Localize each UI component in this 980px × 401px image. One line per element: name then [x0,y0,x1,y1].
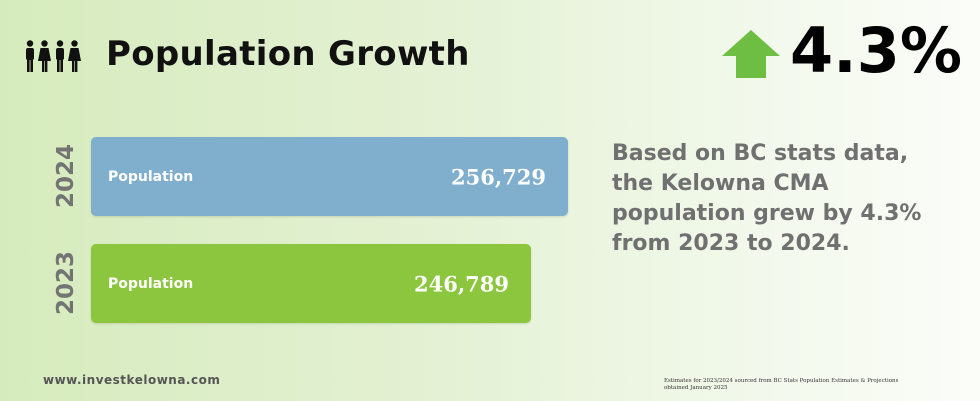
year-label-2024: 2024 [53,144,79,209]
year-label-2023: 2023 [53,251,79,316]
footnote-line: Estimates for 2023/2024 sourced from BC … [664,378,899,384]
description-line: from 2023 to 2024. [612,231,850,256]
footnote-line: obtained January 2025 [664,385,728,391]
growth-rate: 4.3% [790,14,962,87]
description-line: the Kelowna CMA [612,171,829,196]
bar-2023: Population 246,789 [91,244,531,323]
chart-title: Population Growth [106,34,470,74]
description-line: population grew by 4.3% [612,201,922,226]
website-link[interactable]: www.investkelowna.com [43,373,221,387]
description-text: Based on BC stats data, the Kelowna CMA … [612,139,922,259]
bar-value-2023: 246,789 [414,271,509,296]
bar-2024: Population 256,729 [91,137,568,216]
description-line: Based on BC stats data, [612,141,909,166]
arrow-up-icon [722,30,780,78]
people-group-icon [26,40,81,72]
source-footnote: Estimates for 2023/2024 sourced from BC … [664,378,964,392]
bar-label-2023: Population [108,275,194,292]
bar-value-2024: 256,729 [451,164,546,189]
bar-label-2024: Population [108,168,194,185]
